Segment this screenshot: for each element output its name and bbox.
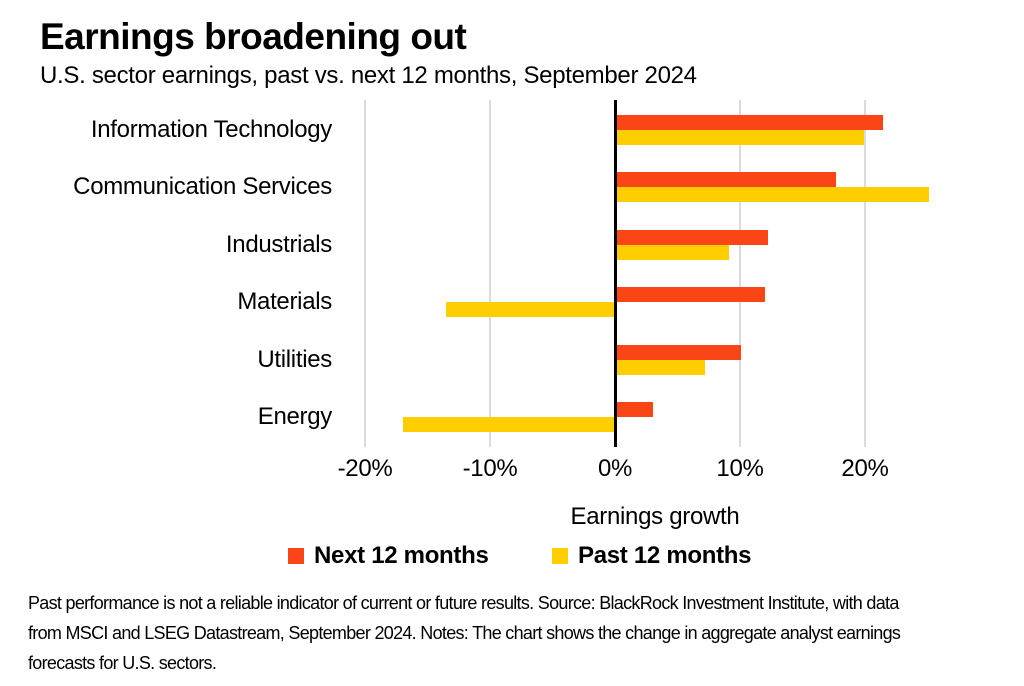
- bar-next-12-months: [615, 230, 768, 245]
- footer-line: Past performance is not a reliable indic…: [28, 593, 899, 613]
- bar-past-12-months: [446, 302, 615, 317]
- category-label: Energy: [257, 403, 333, 430]
- bar-next-12-months: [615, 115, 883, 130]
- legend-item-next-12-months: Next 12 months: [288, 542, 489, 569]
- bar-past-12-months: [615, 187, 929, 202]
- legend-label-past: Past 12 months: [578, 542, 752, 569]
- x-tick-label: 10%: [716, 455, 764, 482]
- x-tick-label: -10%: [462, 455, 518, 482]
- chart-title: Earnings broadening out: [40, 16, 467, 57]
- gridline: [739, 100, 741, 447]
- category-label: Communication Services: [73, 173, 332, 200]
- gridline: [364, 100, 366, 447]
- category-label: Utilities: [257, 346, 332, 373]
- footer-note: Past performance is not a reliable indic…: [28, 588, 1008, 678]
- chart-subtitle: U.S. sector earnings, past vs. next 12 m…: [40, 62, 697, 89]
- x-tick-label: 0%: [597, 455, 633, 482]
- footer-line: from MSCI and LSEG Datastream, September…: [28, 623, 901, 643]
- bar-past-12-months: [402, 417, 615, 432]
- x-axis-zero-line: [613, 100, 617, 447]
- gridline: [489, 100, 491, 447]
- footer-line: forecasts for U.S. sectors.: [28, 653, 217, 673]
- category-label: Industrials: [225, 231, 332, 258]
- category-label: Materials: [237, 288, 332, 315]
- category-label: Information Technology: [90, 116, 332, 143]
- bar-next-12-months: [615, 345, 742, 360]
- x-tick-label: -20%: [337, 455, 393, 482]
- x-axis-title: Earnings growth: [570, 503, 740, 530]
- plot-area: [340, 100, 965, 447]
- bar-past-12-months: [615, 245, 729, 260]
- bar-next-12-months: [615, 402, 653, 417]
- legend-swatch-past-icon: [552, 548, 568, 564]
- legend-item-past-12-months: Past 12 months: [552, 542, 752, 569]
- bar-past-12-months: [615, 130, 864, 145]
- gridline: [864, 100, 866, 447]
- legend-label-next: Next 12 months: [314, 542, 489, 569]
- bar-next-12-months: [615, 287, 765, 302]
- bar-past-12-months: [615, 360, 705, 375]
- legend-swatch-next-icon: [288, 548, 304, 564]
- bar-next-12-months: [615, 172, 837, 187]
- x-tick-label: 20%: [841, 455, 889, 482]
